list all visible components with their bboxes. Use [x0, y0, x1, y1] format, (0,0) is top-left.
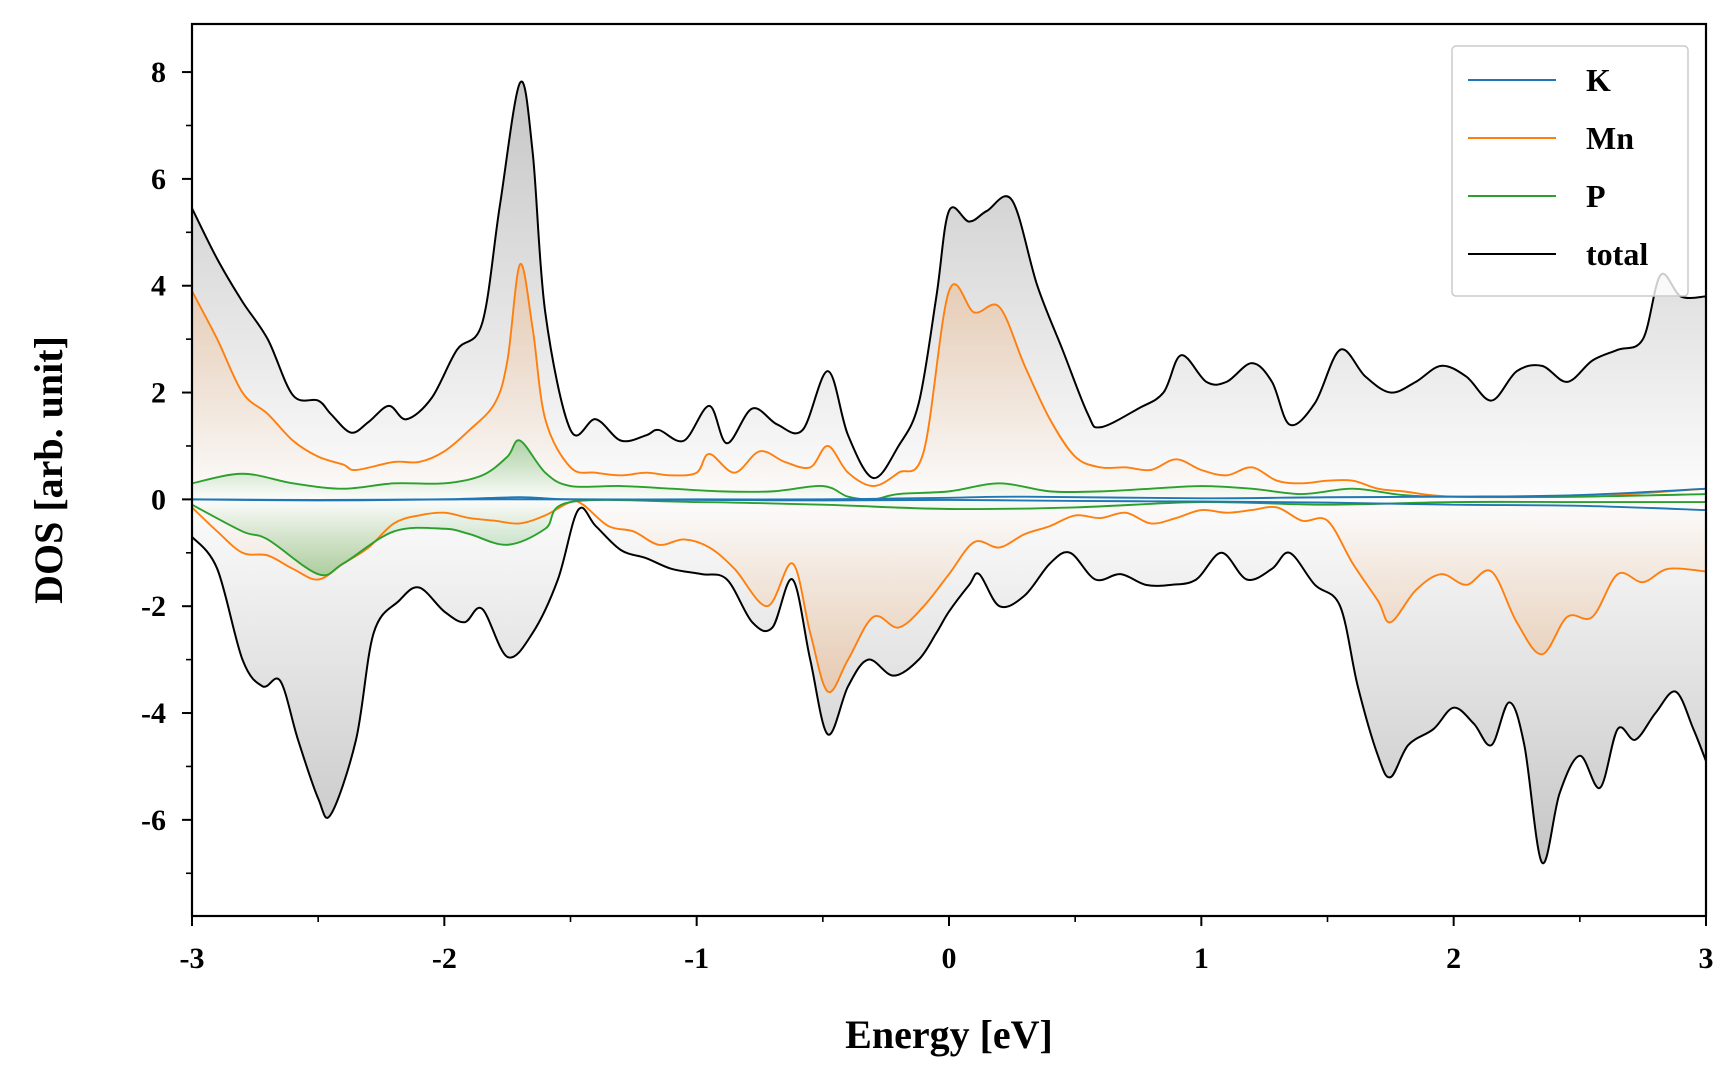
legend-box [1451, 45, 1689, 297]
y-tick-label: 4 [151, 270, 166, 303]
legend-label-total: total [1586, 236, 1648, 272]
series-lines [192, 80, 1706, 865]
y-tick-labels: -6 -4 -2 0 2 4 6 8 [141, 56, 166, 837]
x-tick-label: 3 [1699, 942, 1714, 975]
y-tick-label: -4 [141, 697, 166, 730]
x-tick-label: -2 [432, 942, 457, 975]
x-tick-label: 1 [1194, 942, 1209, 975]
line-total-spin-down [192, 506, 1706, 865]
line-k-spin-down [192, 498, 1706, 512]
x-tick-label: -1 [684, 942, 709, 975]
fill-total-spin-down [192, 499, 1706, 864]
y-tick-label: 0 [151, 483, 166, 516]
line-mn-spin-down [192, 500, 1706, 694]
x-tick-label: -3 [180, 942, 205, 975]
legend-label-mn: Mn [1586, 120, 1634, 156]
x-tick-label: 2 [1446, 942, 1461, 975]
fill-p-spin-up [192, 440, 1706, 500]
y-tick-label: 6 [151, 163, 166, 196]
y-axis-label: DOS [arb. unit] [26, 336, 71, 604]
axis-ticks [182, 71, 1707, 926]
fill-mn-spin-up [192, 263, 1706, 500]
x-axis-label: Energy [eV] [845, 1012, 1053, 1057]
line-p-spin-down [192, 499, 1706, 577]
legend-label-k: K [1586, 62, 1611, 98]
y-tick-label: 8 [151, 56, 166, 89]
y-tick-label: -6 [141, 804, 166, 837]
legend-label-p: P [1586, 178, 1606, 214]
y-tick-label: 2 [151, 377, 166, 410]
line-total-spin-up [192, 80, 1706, 480]
fill-p-spin-down [192, 499, 1706, 576]
line-mn-spin-up [192, 263, 1706, 499]
x-tick-label: 0 [942, 942, 957, 975]
x-tick-labels: -3 -2 -1 0 1 2 3 [180, 942, 1714, 975]
line-p-spin-up [192, 439, 1706, 501]
y-tick-label: -2 [141, 590, 166, 623]
